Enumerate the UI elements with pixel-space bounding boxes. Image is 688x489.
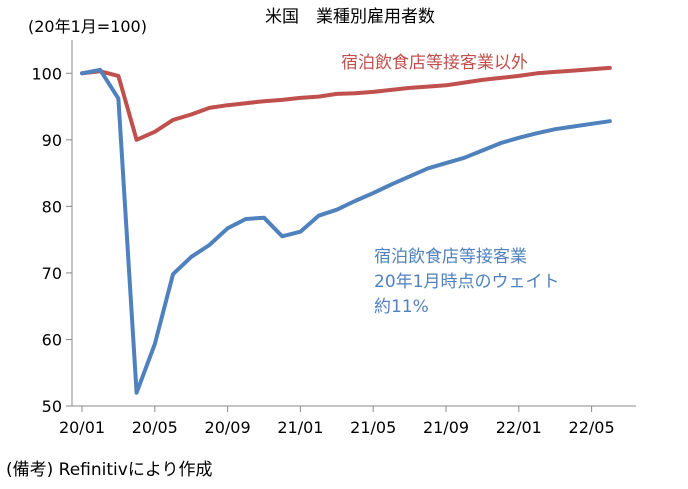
blue-weight-label: 20年1月時点のウェイト	[374, 272, 559, 292]
y-tick-label: 50	[42, 397, 62, 416]
red-series-label: 宿泊飲食店等接客業以外	[341, 53, 528, 73]
footer-note: (備考) Refinitivにより作成	[6, 460, 213, 480]
x-tick-label: 20/09	[205, 418, 251, 437]
y-axis-unit-label: (20年1月=100)	[28, 17, 147, 36]
y-tick-label: 100	[31, 64, 62, 83]
y-tick-label: 80	[42, 197, 62, 216]
y-tick-label: 70	[42, 264, 62, 283]
y-tick-label: 90	[42, 131, 62, 150]
blue-weight-value: 約11%	[374, 297, 429, 317]
x-tick-label: 21/01	[277, 418, 323, 437]
series-line-hospitality	[80, 67, 612, 395]
blue-series-label: 宿泊飲食店等接客業	[374, 247, 527, 267]
series-line-non-hospitality	[80, 65, 612, 142]
y-tick-label: 60	[42, 330, 62, 349]
x-tick-label: 22/01	[496, 418, 542, 437]
chart-title: 米国 業種別雇用者数	[265, 7, 435, 27]
x-tick-label: 21/09	[423, 418, 469, 437]
x-tick-label: 21/05	[350, 418, 396, 437]
x-tick-label: 20/01	[59, 418, 105, 437]
x-tick-label: 22/05	[569, 418, 615, 437]
x-tick-label: 20/05	[132, 418, 178, 437]
